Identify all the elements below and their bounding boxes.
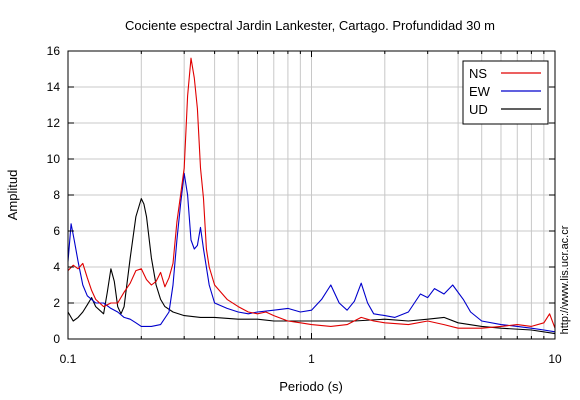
- x-tick-label: 10: [548, 352, 562, 366]
- legend: NS EW UD: [462, 60, 549, 125]
- watermark-url: http://www.lis.ucr.ac.cr: [559, 225, 571, 334]
- y-tick-label: 14: [47, 80, 61, 94]
- legend-label-ew: EW: [469, 84, 491, 99]
- y-axis-label: Amplitud: [5, 170, 20, 221]
- x-axis-label: Periodo (s): [279, 379, 343, 394]
- series-line-ew: [67, 172, 556, 333]
- y-tick-label: 4: [53, 260, 60, 274]
- series-line-ns: [67, 57, 556, 329]
- y-tick-label: 8: [53, 188, 60, 202]
- legend-label-ud: UD: [469, 102, 488, 117]
- chart-title: Cociente espectral Jardin Lankester, Car…: [125, 18, 495, 33]
- y-tick-label: 16: [47, 44, 61, 58]
- x-tick-label: 1: [308, 352, 315, 366]
- legend-box: [462, 60, 549, 125]
- series-lines: [67, 57, 556, 335]
- x-tick-label: 0.1: [60, 352, 77, 366]
- y-tick-label: 6: [53, 224, 60, 238]
- y-tick-label: 12: [47, 116, 61, 130]
- series-line-ud: [67, 198, 556, 335]
- y-tick-label: 2: [53, 296, 60, 310]
- axes: 0 2 4 6 8 10 12 14 16 0.1 1 10: [47, 44, 562, 366]
- y-tick-label: 10: [47, 152, 61, 166]
- legend-label-ns: NS: [469, 66, 487, 81]
- y-tick-label: 0: [53, 332, 60, 346]
